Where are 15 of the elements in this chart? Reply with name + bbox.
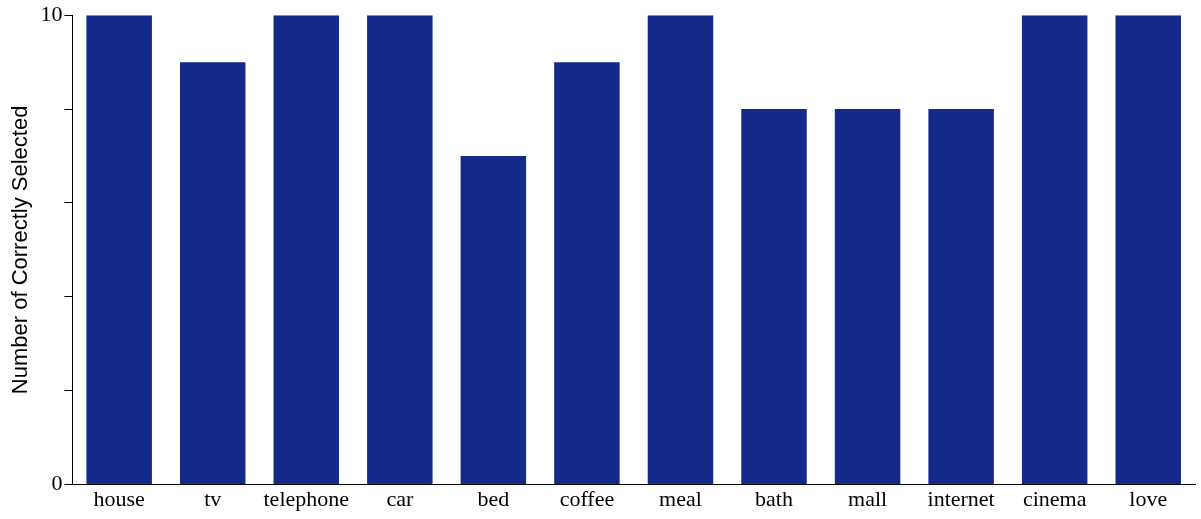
y-tick-label: 10	[40, 0, 63, 26]
x-tick-label: bed	[477, 485, 510, 511]
x-tick-label: cinema	[1022, 485, 1087, 511]
x-tick-label: coffee	[559, 485, 615, 511]
x-tick-label: house	[93, 485, 145, 511]
x-tick-label: car	[386, 485, 414, 511]
y-tick-label: 0	[51, 470, 63, 496]
x-tick-label: meal	[659, 485, 702, 511]
x-tick-label: bath	[755, 485, 793, 511]
x-tick-label: mall	[848, 485, 888, 511]
x-tick-label: telephone	[263, 485, 350, 511]
x-tick-label: love	[1129, 485, 1168, 511]
x-tick-label: tv	[204, 485, 222, 511]
y-axis-title: Number of Correctly Selected	[7, 105, 33, 395]
x-tick-label: internet	[927, 485, 995, 511]
